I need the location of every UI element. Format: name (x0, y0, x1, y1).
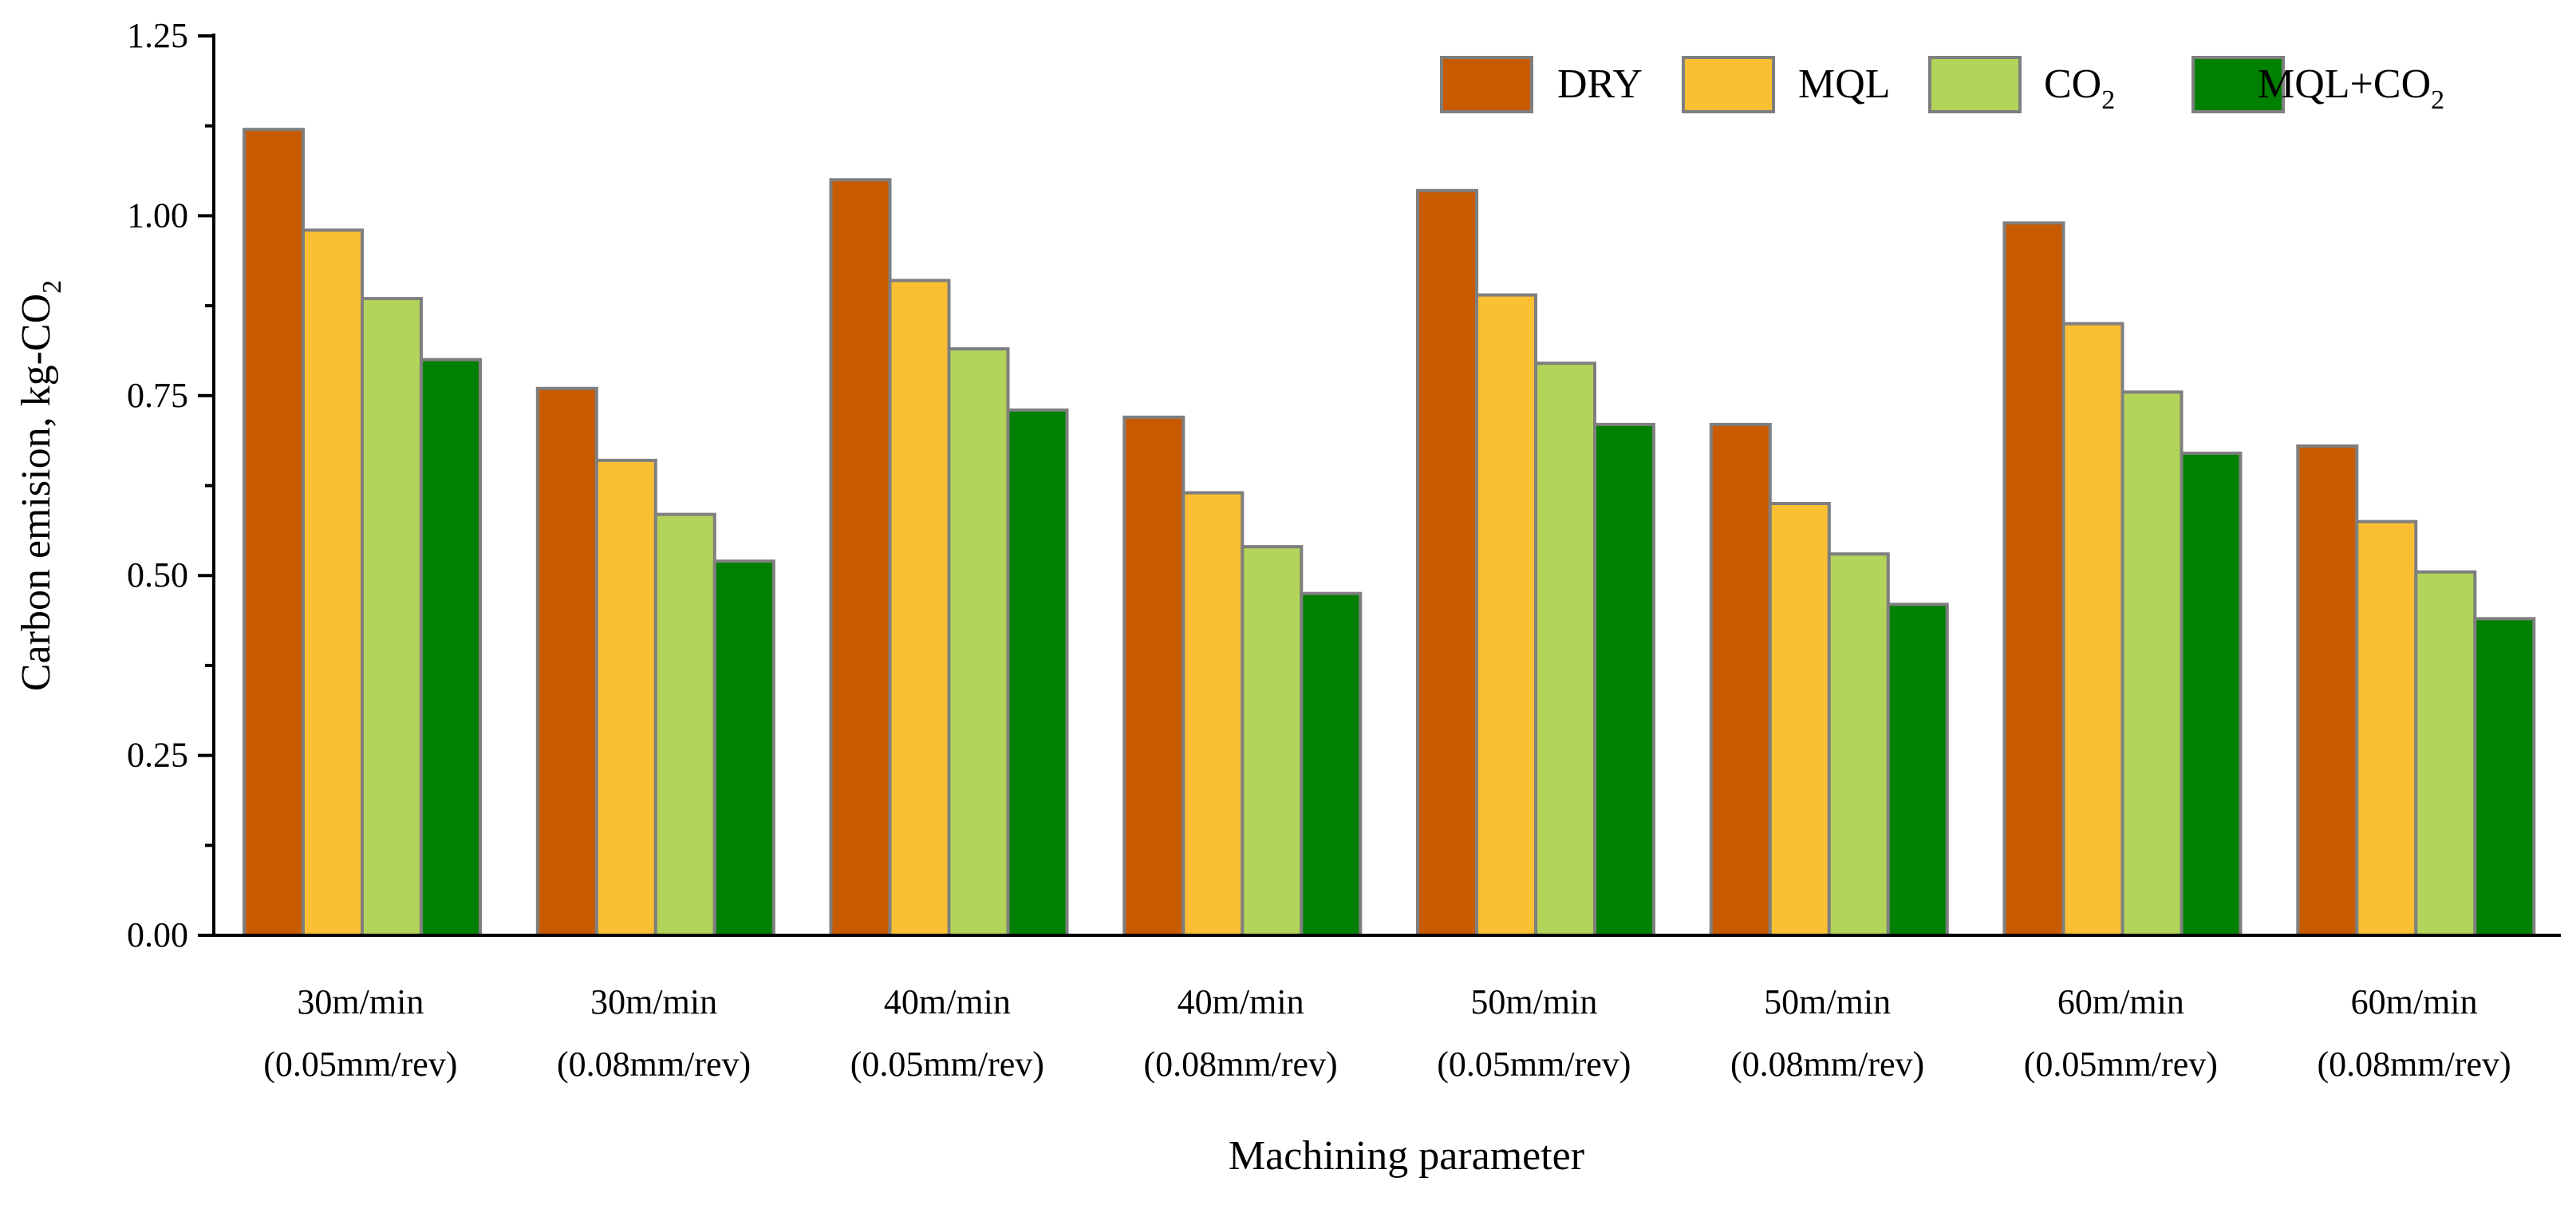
bar-co2-cat-2 (653, 512, 716, 937)
bar-dry-cat-6 (1709, 422, 1772, 937)
legend-label-3: CO2 (2044, 61, 2115, 115)
bar-dry-cat-3 (829, 178, 892, 938)
bar-mql-co2-cat-3 (1006, 408, 1069, 937)
bar-dry-cat-5 (1416, 188, 1478, 938)
legend: DRY MQL CO2 MQL+CO2 (1440, 56, 2444, 115)
x-tick-label-line1: 40m/min (884, 982, 1011, 1021)
bar-mql-co2-cat-8 (2473, 617, 2536, 937)
labels-layer: 0.00 0.25 0.50 0.75 1.00 1.25 30m/min (0.05mm/r… (14, 16, 2511, 1179)
bar-mql-cat-8 (2355, 520, 2418, 937)
legend-swatch-4 (2191, 56, 2285, 113)
bar-mql-co2-cat-6 (1886, 603, 1949, 937)
bar-mql-co2-cat-1 (420, 358, 482, 937)
bar-mql-cat-3 (888, 279, 951, 937)
x-tick-label-line2: (0.05mm/rev) (850, 1045, 1044, 1084)
bar-dry-cat-7 (2002, 221, 2065, 937)
bar-dry-cat-2 (535, 386, 598, 937)
y-axis-title: Carbon emision, kg-CO2 (14, 280, 67, 691)
x-tick-label-line1: 60m/min (2351, 982, 2478, 1021)
x-tick-label-line1: 50m/min (1470, 982, 1597, 1021)
x-tick-label-line2: (0.08mm/rev) (2318, 1045, 2511, 1084)
x-tick-label-line1: 40m/min (1178, 982, 1304, 1021)
bar-mql-co2-cat-7 (2180, 451, 2243, 937)
bars-layer (243, 128, 2536, 938)
x-tick-label-line1: 30m/min (297, 982, 424, 1021)
bar-co2-cat-6 (1827, 552, 1890, 937)
y-tick-label: 0.75 (127, 376, 188, 415)
bar-mql-cat-1 (302, 228, 364, 937)
x-axis-title: Machining parameter (1229, 1133, 1584, 1179)
x-tick-label-line2: (0.08mm/rev) (1730, 1045, 1924, 1084)
x-tick-label-line2: (0.08mm/rev) (1144, 1045, 1338, 1084)
legend-label-4: MQL+CO2 (2258, 61, 2444, 115)
bar-co2-cat-1 (361, 297, 423, 938)
x-tick-label-line2: (0.05mm/rev) (263, 1045, 457, 1084)
y-tick-label: 0.25 (127, 736, 188, 775)
x-tick-label-line1: 50m/min (1764, 982, 1891, 1021)
y-tick-label: 0.00 (127, 915, 188, 954)
bar-co2-cat-4 (1241, 545, 1304, 937)
x-tick-label-line2: (0.08mm/rev) (557, 1045, 751, 1084)
bar-mql-cat-6 (1768, 502, 1831, 937)
bar-dry-cat-1 (243, 128, 305, 937)
bar-dry-cat-4 (1122, 415, 1185, 937)
bar-mql-co2-cat-2 (712, 559, 775, 937)
legend-swatch-3 (1928, 56, 2022, 113)
legend-label-1: DRY (1557, 61, 1643, 107)
bar-mql-cat-7 (2061, 322, 2124, 938)
y-tick-label: 1.00 (127, 196, 188, 235)
bar-dry-cat-8 (2296, 444, 2359, 937)
bar-mql-cat-2 (594, 458, 657, 937)
bar-co2-cat-3 (947, 347, 1010, 937)
bar-co2-cat-8 (2414, 570, 2477, 937)
bar-mql-co2-cat-5 (1593, 422, 1655, 937)
legend-label-2: MQL (1798, 61, 1891, 107)
x-tick-label-line1: 60m/min (2057, 982, 2184, 1021)
axes-layer (198, 34, 2561, 937)
x-tick-label-line2: (0.05mm/rev) (1437, 1045, 1631, 1084)
x-tick-label-line2: (0.05mm/rev) (2024, 1045, 2218, 1084)
x-tick-label-line1: 30m/min (590, 982, 717, 1021)
legend-swatch-1 (1440, 56, 1533, 113)
y-tick-label: 1.25 (127, 16, 188, 55)
bar-co2-cat-5 (1534, 362, 1596, 937)
bar-co2-cat-7 (2120, 390, 2183, 937)
legend-swatch-2 (1682, 56, 1775, 113)
bar-mql-cat-5 (1475, 293, 1537, 938)
y-tick-label: 0.50 (127, 555, 188, 595)
bar-mql-cat-4 (1181, 491, 1245, 937)
bar-mql-co2-cat-4 (1300, 591, 1363, 937)
